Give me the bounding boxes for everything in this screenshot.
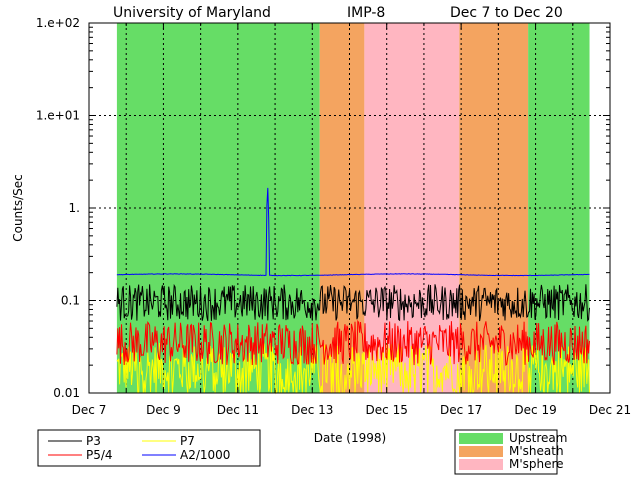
y-tick-label: 1.e+01 [36,109,80,123]
series-line-a21000 [116,187,590,277]
y-tick-label: 1. [69,201,80,215]
series-legend-box [37,429,261,467]
gridlines [89,23,610,393]
x-tick-label: Dec 19 [514,403,556,417]
y-axis-label: Counts/Sec [11,174,25,242]
series-line-p7 [116,341,590,395]
region-label-1: M'sheath [509,444,564,458]
region-swatch-1 [459,446,503,457]
title-date-range: Dec 7 to Dec 20 [450,5,563,21]
x-tick-label: Dec 21 [589,403,631,417]
y-tick-label: 1.e+02 [36,16,80,30]
title-institution: University of Maryland [113,5,271,21]
x-tick-label: Dec 11 [217,403,259,417]
series-line-p3 [116,283,590,322]
legend-label-2: P5/4 [86,448,113,462]
region-swatch-2 [459,459,503,470]
x-tick-label: Dec 17 [440,403,482,417]
series-legend: P3 P7 P5/4 A2/1000 [37,429,261,467]
y-tick-label: 0.01 [53,386,80,400]
region-swatch-0 [459,433,503,444]
region-band-1 [319,23,365,393]
x-tick-label: Dec 7 [72,403,107,417]
x-tick-label: Dec 15 [366,403,408,417]
legend-label-3: A2/1000 [180,448,230,462]
series-layer [116,187,590,395]
axis-ticks: Dec 7 Dec 9 Dec 11 Dec 13 Dec 15 Dec 17 Dec 19… [36,16,631,417]
region-label-0: Upstream [509,431,567,445]
series-line-p54 [116,319,590,366]
region-label-2: M'sphere [509,457,564,471]
x-tick-label: Dec 9 [146,403,181,417]
x-tick-label: Dec 13 [291,403,333,417]
y-tick-label: 0.1 [61,294,80,308]
legend-label-1: P7 [180,434,195,448]
title-spacecraft: IMP-8 [347,5,385,21]
legend-label-0: P3 [86,434,101,448]
x-axis-label: Date (1998) [314,431,386,445]
